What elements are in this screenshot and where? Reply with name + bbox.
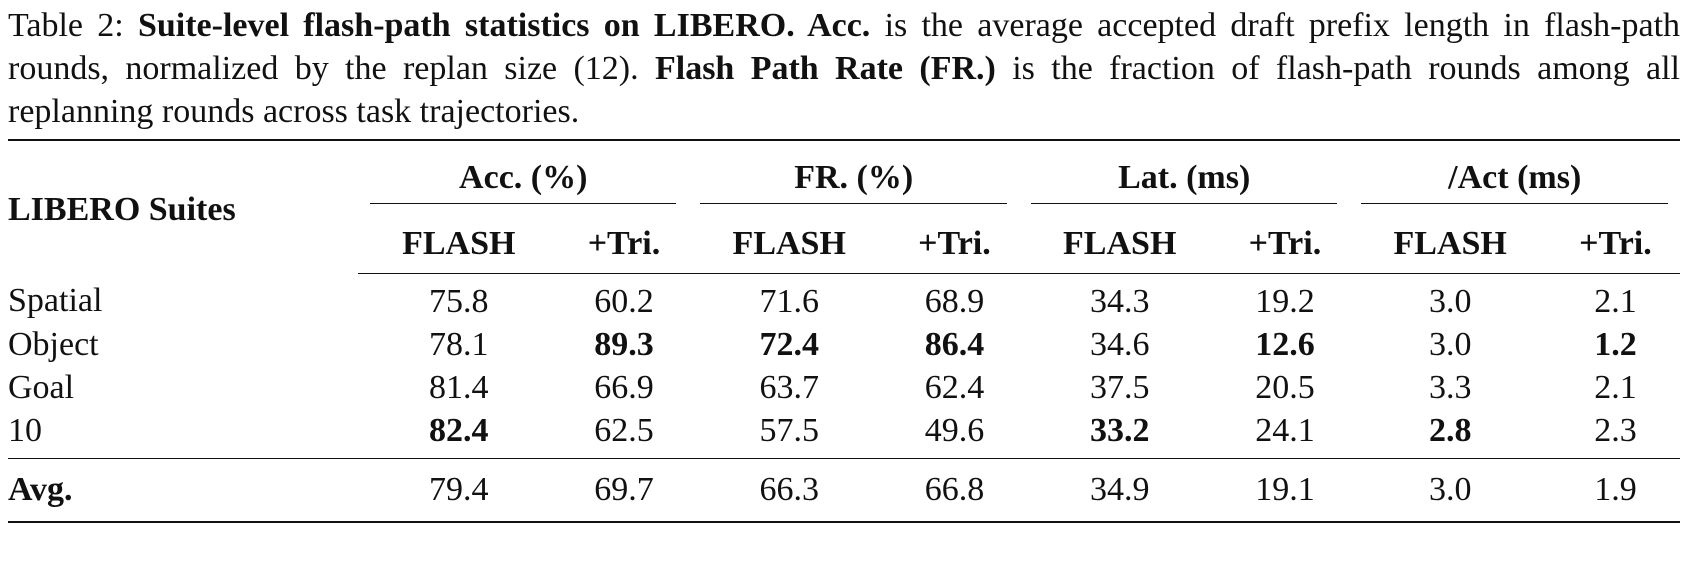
cell: 62.5 (594, 411, 654, 449)
subheader-row: FLASH +Tri. FLASH +Tri. FLASH +Tri. FLASH +Tri. (8, 215, 1680, 274)
cell: 71.6 (759, 282, 819, 320)
cell: 60.2 (594, 282, 654, 320)
cell: 79.4 (358, 458, 560, 523)
cell-text: 2.8 (1428, 411, 1472, 449)
subheader: FLASH (1349, 215, 1551, 274)
cell: 3.3 (1428, 368, 1472, 406)
cell: 3.0 (1428, 325, 1472, 363)
caption-text: is the fraction of flash-path rounds amo… (8, 50, 1681, 130)
row-label: Spatial (8, 282, 103, 320)
cell: 66.9 (594, 368, 654, 406)
cell: 2.1 (1594, 368, 1637, 406)
cell: 2.8 (1349, 409, 1550, 459)
cell: 1.2 (1551, 323, 1680, 366)
data-row: 10 82.4 62.5 57.5 49.6 33.2 24.1 2.8 2.3 (8, 409, 1680, 459)
subheader: +Tri. (1220, 215, 1350, 274)
cell: 75.8 (428, 282, 489, 320)
cell: 24.1 (1255, 411, 1315, 449)
cell: 33.2 (1019, 409, 1220, 459)
cell: 2.3 (1594, 411, 1637, 449)
cell-text: 72.4 (759, 325, 819, 363)
cell: 3.0 (1349, 458, 1551, 523)
cell: 72.4 (688, 323, 889, 366)
cell: 81.4 (428, 368, 489, 406)
subheader: FLASH (358, 215, 560, 274)
cell: 69.7 (559, 458, 689, 523)
cell-text: 12.6 (1255, 325, 1315, 363)
subheader: FLASH (1018, 215, 1221, 274)
cell: 34.9 (1018, 458, 1221, 523)
caption: Table 2: Suite-level flash-path statisti… (8, 4, 1680, 133)
cell: 63.7 (759, 368, 819, 406)
cell: 19.1 (1220, 458, 1350, 523)
cell-text: 82.4 (428, 411, 489, 449)
data-row: Object 78.1 89.3 72.4 86.4 34.6 12.6 3.0 1.2 (8, 323, 1680, 366)
cell-text: 86.4 (924, 325, 985, 363)
group-header: /Act (ms) (1361, 159, 1668, 204)
cell: 68.9 (924, 282, 985, 320)
cell: 37.5 (1089, 368, 1150, 406)
subheader: +Tri. (889, 215, 1019, 274)
cell-text: 89.3 (594, 325, 654, 363)
cell: 89.3 (559, 323, 688, 366)
cell: 86.4 (890, 323, 1019, 366)
row-label: Object (8, 325, 99, 363)
page: Table 2: Suite-level flash-path statisti… (8, 4, 1680, 523)
group-header-cell: FR. (%) (688, 139, 1019, 215)
data-row: Goal 81.4 66.9 63.7 62.4 37.5 20.5 3.3 2.1 (8, 366, 1680, 409)
cell: 3.0 (1428, 282, 1472, 320)
group-header: FR. (%) (700, 159, 1007, 204)
data-row: Spatial 75.8 60.2 71.6 68.9 34.3 19.2 3.0 2.1 (8, 274, 1680, 324)
cell: 34.6 (1089, 325, 1150, 363)
cell: 62.4 (924, 368, 985, 406)
row-label: Avg. (8, 458, 358, 523)
cell: 57.5 (759, 411, 819, 449)
cell: 34.3 (1089, 282, 1150, 320)
cell: 82.4 (358, 409, 559, 459)
group-header-cell: Lat. (ms) (1018, 139, 1350, 215)
cell: 19.2 (1255, 282, 1315, 320)
row-label: Goal (8, 368, 75, 406)
footer-row: Avg. 79.4 69.7 66.3 66.8 34.9 19.1 3.0 1.9 (8, 458, 1680, 523)
caption-text: Suite-level flash-path statistics on LIB… (137, 7, 871, 44)
cell: 1.9 (1550, 458, 1680, 523)
cell: 49.6 (924, 411, 985, 449)
cell: 12.6 (1220, 323, 1349, 366)
caption-label: Table 2: (8, 7, 124, 44)
cell: 66.3 (688, 458, 890, 523)
row-label: 10 (8, 411, 42, 449)
group-header-cell: Acc. (%) (358, 139, 689, 215)
group-header: Lat. (ms) (1030, 159, 1338, 204)
header-row: LIBERO Suites Acc. (%) FR. (%) Lat. (ms) /Ac… (8, 139, 1680, 274)
subheader: FLASH (688, 215, 890, 274)
caption-text: is the average accepted draft prefix len… (8, 7, 1681, 87)
cell: 78.1 (428, 325, 489, 363)
group-header: Acc. (%) (370, 159, 677, 204)
subheader: +Tri. (1550, 215, 1680, 274)
group-header-cell: /Act (ms) (1349, 139, 1680, 215)
corner-header: LIBERO Suites (8, 139, 358, 274)
subheader: +Tri. (559, 215, 689, 274)
cell-text: 33.2 (1089, 411, 1150, 449)
cell: 20.5 (1255, 368, 1315, 406)
cell: 66.8 (889, 458, 1019, 523)
cell: 2.1 (1594, 282, 1637, 320)
table: LIBERO Suites Acc. (%) FR. (%) Lat. (ms) /Ac… (8, 139, 1680, 523)
cell-text: 1.2 (1594, 325, 1637, 363)
caption-text: Flash Path Rate (FR.) (654, 50, 996, 87)
